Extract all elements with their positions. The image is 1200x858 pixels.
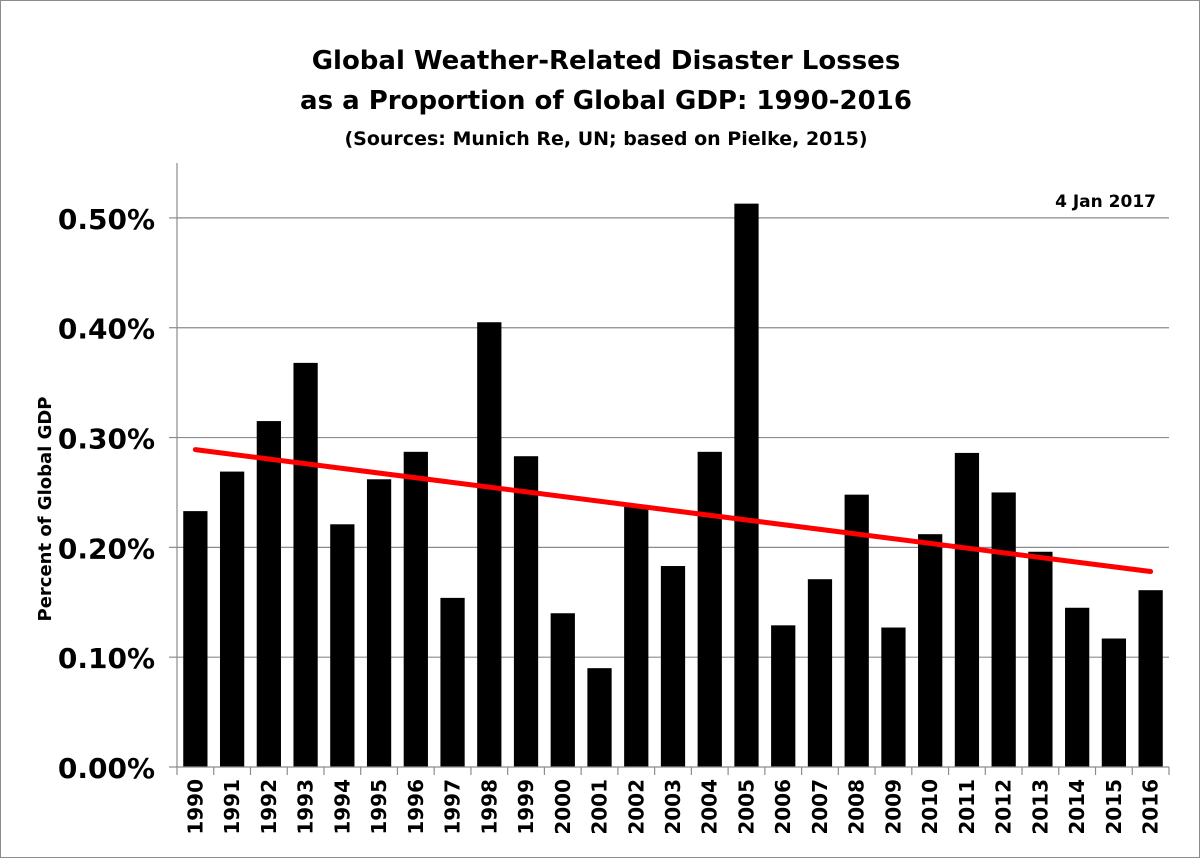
bar bbox=[697, 451, 722, 767]
x-tick-label: 1996 bbox=[404, 779, 428, 835]
x-tick-label: 2011 bbox=[955, 779, 979, 835]
bar bbox=[844, 494, 869, 767]
x-tick-label: 2016 bbox=[1139, 779, 1163, 835]
x-tick-label: 2005 bbox=[734, 779, 758, 835]
axes bbox=[176, 163, 1170, 775]
x-tick-label: 1997 bbox=[441, 779, 465, 835]
x-tick-label: 1995 bbox=[367, 779, 391, 835]
x-tick-label: 2008 bbox=[845, 779, 869, 835]
x-tick-label: 2015 bbox=[1102, 779, 1126, 835]
y-tick-label: 0.30% bbox=[58, 423, 155, 456]
bar bbox=[1138, 590, 1163, 767]
bar bbox=[330, 524, 355, 767]
bar bbox=[991, 492, 1016, 767]
x-tick-label: 2014 bbox=[1065, 779, 1089, 835]
bar bbox=[513, 456, 539, 767]
bar bbox=[366, 479, 392, 767]
bar bbox=[881, 627, 906, 767]
bar bbox=[587, 668, 612, 767]
chart-title-line-1: Global Weather-Related Disaster Losses bbox=[312, 46, 901, 76]
bars bbox=[183, 203, 1163, 768]
bar bbox=[293, 362, 318, 767]
x-tick-label: 1994 bbox=[330, 779, 354, 835]
trendline-group bbox=[192, 447, 1154, 575]
x-tick-label: 1990 bbox=[183, 779, 207, 835]
trendline bbox=[192, 447, 1154, 575]
x-tick-label: 2010 bbox=[918, 779, 942, 835]
x-tick-labels: 1990 1991 1992 1993 1994 1995 1996 1997 1998 1999… bbox=[183, 779, 1162, 835]
chart-title-line-2: as a Proportion of Global GDP: 1990-2016 bbox=[300, 86, 912, 116]
y-axis-label: Percent of Global GDP bbox=[35, 397, 56, 622]
bar bbox=[918, 534, 943, 767]
x-tick-label: 1998 bbox=[477, 779, 501, 835]
x-tick-label: 2001 bbox=[588, 779, 612, 835]
y-tick-label: 0.20% bbox=[58, 532, 155, 565]
bar bbox=[954, 452, 980, 767]
bar bbox=[477, 322, 502, 767]
bar bbox=[1065, 607, 1090, 767]
x-tick-label: 1991 bbox=[220, 779, 244, 835]
x-tick-label: 2009 bbox=[881, 779, 905, 835]
bar bbox=[734, 203, 759, 768]
x-tick-label: 2004 bbox=[698, 779, 722, 835]
bar bbox=[1101, 638, 1127, 767]
bar bbox=[440, 597, 465, 767]
x-tick-label: 2006 bbox=[771, 779, 795, 835]
x-tick-label: 2003 bbox=[661, 779, 685, 835]
bar bbox=[183, 511, 208, 767]
x-tick-label: 2002 bbox=[624, 779, 648, 835]
y-tick-label: 0.40% bbox=[58, 313, 155, 346]
bar bbox=[624, 506, 649, 767]
y-tick-label: 0.50% bbox=[58, 203, 155, 236]
bar bbox=[550, 613, 575, 767]
bar bbox=[403, 451, 428, 767]
bar bbox=[771, 625, 796, 767]
x-tick-label: 1999 bbox=[514, 779, 538, 835]
chart-subtitle: (Sources: Munich Re, UN; based on Pielke… bbox=[344, 128, 867, 150]
x-tick-label: 1993 bbox=[294, 779, 318, 835]
y-tick-labels: 0.00% 0.10% 0.20% 0.30% 0.40% 0.50% bbox=[58, 203, 155, 785]
y-tick-label: 0.00% bbox=[58, 752, 155, 785]
bar bbox=[1028, 551, 1053, 767]
bar bbox=[256, 421, 281, 767]
bar bbox=[660, 566, 686, 767]
x-tick-label: 1992 bbox=[257, 779, 281, 835]
x-tick-label: 2007 bbox=[808, 779, 832, 835]
x-tick-label: 2012 bbox=[992, 779, 1016, 835]
x-tick-label: 2013 bbox=[1028, 779, 1052, 835]
date-annotation: 4 Jan 2017 bbox=[1055, 192, 1156, 212]
bar bbox=[219, 471, 245, 767]
y-tick-label: 0.10% bbox=[58, 642, 155, 675]
bar bbox=[807, 579, 833, 767]
x-tick-label: 2000 bbox=[551, 779, 575, 835]
